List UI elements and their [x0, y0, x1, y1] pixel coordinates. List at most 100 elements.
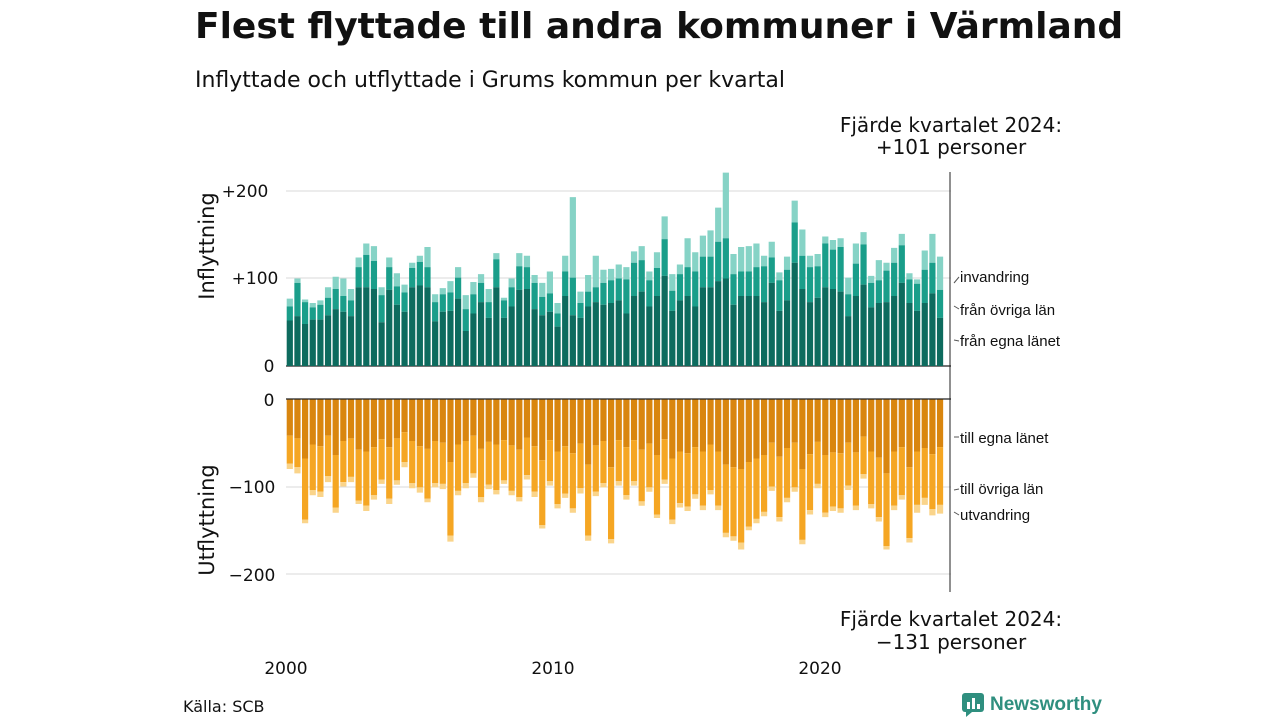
bar-in-abroad: [661, 216, 668, 240]
bar-in-other: [516, 266, 523, 290]
bar-out-abroad: [806, 510, 814, 515]
bar-out-local: [462, 399, 469, 441]
bar-out-local: [883, 399, 890, 474]
bar-in-abroad: [906, 273, 913, 280]
bar-out-other: [699, 451, 706, 506]
bar-out-abroad: [485, 484, 492, 490]
bar-out-local: [569, 399, 576, 454]
bar-out-other: [592, 445, 599, 492]
legend-label-till-egna-lanet: till egna länet: [960, 430, 1049, 447]
bar-out-local: [370, 399, 378, 448]
bar-in-other: [592, 287, 599, 303]
bar-in-abroad: [585, 275, 592, 292]
bar-out-local: [806, 399, 814, 455]
bar-in-other: [722, 238, 729, 279]
bar-out-other: [829, 452, 837, 507]
bar-in-abroad: [707, 230, 714, 257]
bar-in-other: [370, 261, 378, 289]
bar-out-local: [531, 399, 538, 447]
bar-out-other: [409, 441, 416, 483]
bar-out-other: [837, 453, 844, 509]
bar-in-abroad: [347, 289, 355, 301]
legend-label-fran-ovriga-lan: från övriga län: [960, 302, 1055, 319]
bar-in-abroad: [669, 274, 676, 291]
bar-out-local: [302, 399, 309, 459]
bar-in-local: [791, 262, 798, 366]
bar-out-local: [600, 399, 607, 441]
bar-out-local: [363, 399, 370, 452]
bar-in-other: [936, 289, 944, 318]
bar-in-local: [776, 310, 783, 367]
bar-out-abroad: [340, 482, 347, 487]
bar-in-local: [615, 300, 622, 367]
chart-subtitle: Inflyttade och utflyttade i Grums kommun…: [195, 68, 785, 93]
bar-in-other: [707, 256, 714, 288]
bar-in-abroad: [554, 303, 561, 314]
bar-out-local: [355, 399, 362, 450]
bar-in-abroad: [378, 287, 385, 296]
bar-out-abroad: [447, 535, 454, 542]
bar-out-abroad: [401, 462, 408, 468]
bar-in-abroad: [416, 255, 423, 262]
bar-out-abroad: [539, 525, 546, 529]
bar-in-other: [493, 259, 500, 288]
bar-out-other: [608, 467, 615, 539]
bar-in-abroad: [500, 297, 508, 301]
bar-in-local: [424, 287, 431, 366]
bar-out-other: [455, 444, 462, 491]
brand-logo[interactable]: Newsworthy: [962, 693, 1102, 717]
bar-out-local: [906, 399, 913, 468]
bar-out-local: [875, 399, 882, 458]
bar-out-local: [409, 399, 416, 441]
bar-out-local: [921, 399, 928, 448]
bar-in-abroad: [401, 284, 408, 293]
bar-in-abroad: [738, 247, 745, 272]
bar-out-other: [562, 446, 569, 494]
bar-out-other: [577, 443, 584, 489]
bar-in-local: [286, 320, 293, 366]
bar-in-local: [898, 282, 905, 367]
bar-in-abroad: [753, 243, 760, 268]
bar-in-local: [661, 275, 668, 367]
bar-out-other: [814, 441, 821, 484]
bar-in-local: [409, 287, 416, 366]
bar-in-local: [585, 306, 592, 366]
label-leader-fran-ovriga: [953, 305, 960, 310]
bar-in-other: [822, 243, 829, 288]
bar-out-local: [630, 399, 638, 441]
bar-in-local: [600, 304, 607, 366]
newsworthy-logo-icon: [962, 693, 984, 717]
bar-in-other: [523, 267, 531, 290]
bar-out-local: [929, 399, 936, 455]
bar-in-other: [891, 262, 898, 296]
bar-out-abroad: [860, 474, 867, 479]
bar-out-local: [317, 399, 324, 447]
bar-out-local: [470, 399, 477, 436]
bar-out-other: [485, 441, 492, 485]
bar-out-other: [623, 447, 630, 496]
bar-out-abroad: [416, 487, 423, 493]
bar-out-local: [546, 399, 553, 441]
legend-label-invandring: invandring: [960, 269, 1029, 286]
bar-in-abroad: [462, 295, 469, 310]
bar-in-abroad: [783, 256, 791, 270]
bar-out-other: [753, 458, 760, 519]
annotation-bottom-line1: Fjärde kvartalet 2024:: [840, 607, 1062, 631]
bar-in-abroad: [722, 172, 729, 239]
bar-out-abroad: [768, 486, 775, 491]
bar-out-other: [653, 455, 661, 515]
bar-out-local: [914, 399, 921, 452]
bar-out-abroad: [646, 487, 653, 492]
bar-out-other: [761, 455, 768, 512]
bar-in-abroad: [363, 243, 370, 255]
bar-out-other: [516, 449, 523, 497]
bar-in-other: [324, 297, 332, 316]
bar-out-abroad: [936, 504, 944, 514]
bar-out-abroad: [921, 497, 928, 505]
bar-out-other: [692, 447, 699, 495]
bar-out-abroad: [776, 517, 783, 522]
bar-out-other: [347, 438, 355, 477]
bar-out-other: [676, 451, 684, 504]
bar-out-abroad: [378, 479, 385, 484]
bar-out-abroad: [546, 481, 553, 486]
